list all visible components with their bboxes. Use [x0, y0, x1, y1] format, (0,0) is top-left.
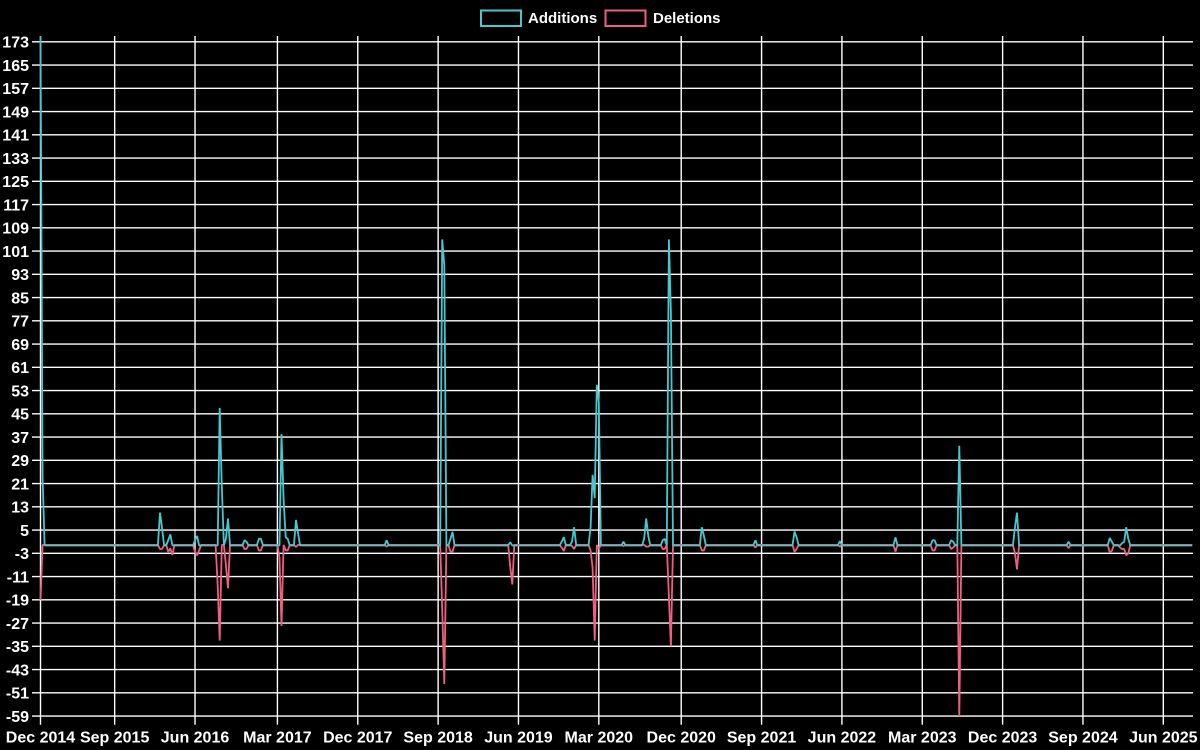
svg-text:29: 29 [11, 453, 29, 470]
svg-text:173: 173 [2, 35, 29, 52]
svg-text:Jun 2025: Jun 2025 [1129, 729, 1198, 746]
svg-text:53: 53 [11, 383, 29, 400]
svg-text:69: 69 [11, 337, 29, 354]
svg-text:93: 93 [11, 267, 29, 284]
svg-text:-59: -59 [6, 709, 29, 726]
svg-text:-11: -11 [7, 569, 29, 586]
svg-text:5: 5 [20, 523, 29, 540]
svg-text:101: 101 [2, 244, 29, 261]
svg-text:109: 109 [2, 221, 29, 238]
svg-text:Jun 2016: Jun 2016 [161, 729, 230, 746]
svg-text:13: 13 [11, 500, 29, 517]
svg-text:Dec 2017: Dec 2017 [323, 729, 392, 746]
svg-text:Additions: Additions [528, 10, 597, 27]
svg-text:-27: -27 [6, 616, 29, 633]
svg-text:Dec 2023: Dec 2023 [968, 729, 1037, 746]
svg-text:Sep 2015: Sep 2015 [80, 729, 149, 746]
svg-text:149: 149 [2, 104, 29, 121]
svg-text:Sep 2021: Sep 2021 [727, 729, 796, 746]
svg-text:Jun 2019: Jun 2019 [484, 729, 553, 746]
svg-text:85: 85 [11, 290, 29, 307]
svg-text:37: 37 [11, 430, 29, 447]
svg-text:-19: -19 [6, 593, 29, 610]
svg-text:Dec 2020: Dec 2020 [647, 729, 716, 746]
svg-text:-3: -3 [15, 546, 29, 563]
svg-text:Deletions: Deletions [653, 10, 721, 27]
svg-text:Mar 2023: Mar 2023 [888, 729, 957, 746]
svg-text:Mar 2020: Mar 2020 [565, 729, 634, 746]
svg-text:133: 133 [2, 151, 29, 168]
svg-text:Sep 2018: Sep 2018 [403, 729, 472, 746]
svg-text:Dec 2014: Dec 2014 [6, 729, 75, 746]
svg-text:141: 141 [2, 128, 29, 145]
svg-text:21: 21 [11, 476, 29, 493]
svg-text:77: 77 [11, 314, 29, 331]
svg-text:157: 157 [2, 81, 29, 98]
svg-text:-51: -51 [6, 686, 29, 703]
svg-text:-43: -43 [6, 662, 29, 679]
svg-text:125: 125 [2, 174, 29, 191]
svg-text:Sep 2024: Sep 2024 [1048, 729, 1117, 746]
svg-text:45: 45 [11, 407, 29, 424]
svg-text:165: 165 [2, 58, 29, 75]
svg-text:61: 61 [11, 360, 29, 377]
svg-text:-35: -35 [6, 639, 29, 656]
svg-text:Mar 2017: Mar 2017 [243, 729, 312, 746]
svg-text:Jun 2022: Jun 2022 [808, 729, 877, 746]
svg-text:117: 117 [3, 197, 29, 214]
